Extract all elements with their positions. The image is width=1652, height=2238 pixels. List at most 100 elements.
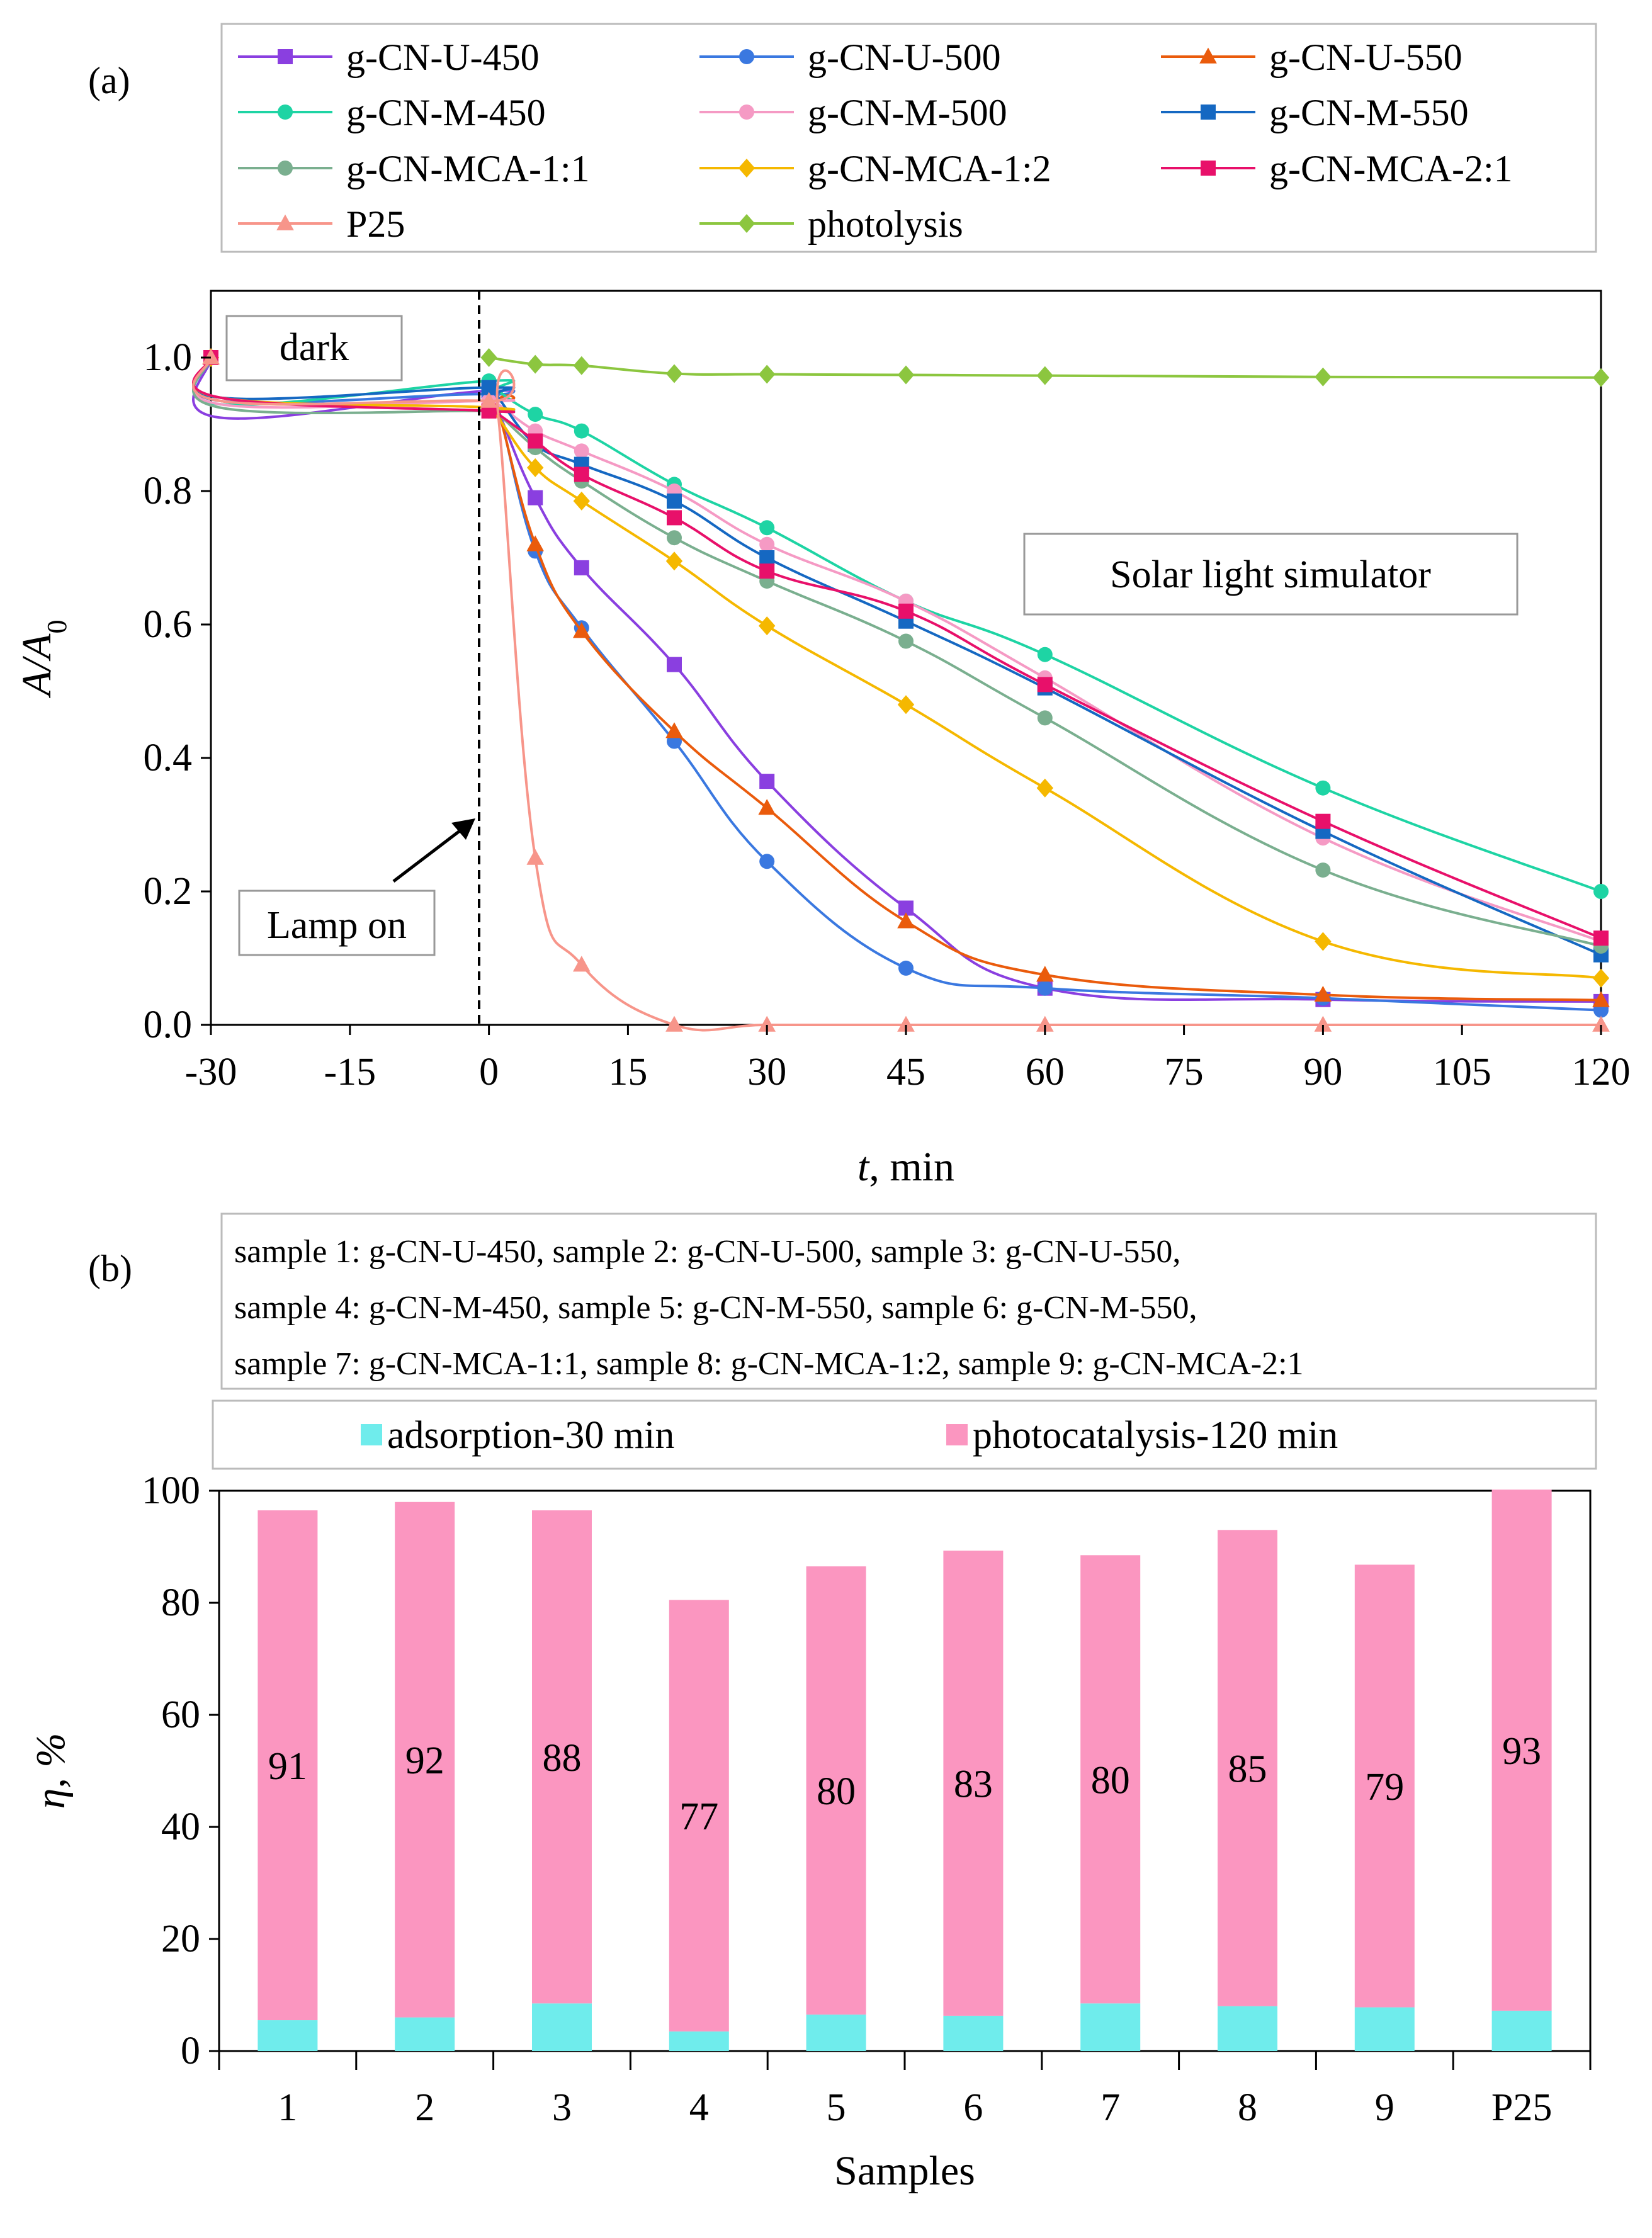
chart-a-xtick-label: 90 xyxy=(1303,1051,1342,1094)
chart-b-ytick-label: 20 xyxy=(161,1918,200,1960)
bar-photocatalysis xyxy=(806,1566,866,2015)
chart-b-xtick-label: P25 xyxy=(1491,2086,1552,2129)
chart-b-ytick-label: 60 xyxy=(161,1693,200,1736)
data-point xyxy=(759,365,776,384)
data-point xyxy=(574,423,589,439)
data-point xyxy=(1036,778,1053,798)
legend-marker xyxy=(276,214,294,230)
data-point xyxy=(759,774,775,789)
data-point xyxy=(1037,710,1053,726)
legend-item-g-CN-M-500: g-CN-M-500 xyxy=(699,92,1007,133)
bar-sample-7: 80 xyxy=(1080,1555,1141,2051)
bar-adsorption xyxy=(1491,2010,1552,2051)
data-point xyxy=(528,433,543,449)
bar-photocatalysis xyxy=(943,1551,1004,2016)
data-point xyxy=(528,407,543,422)
data-point xyxy=(574,560,589,575)
legend-label: photolysis xyxy=(808,203,963,245)
legend-marker xyxy=(739,105,754,120)
legend-marker xyxy=(738,214,755,233)
chart-b-xtick-label: 4 xyxy=(689,2086,709,2129)
chart-a-ylabel-sub: 0 xyxy=(42,620,72,634)
data-point xyxy=(1593,930,1609,946)
data-point xyxy=(758,1015,776,1032)
bar-adsorption xyxy=(532,2003,592,2051)
chart-a-ytick-label: 0.4 xyxy=(144,737,193,779)
bar-photocatalysis xyxy=(1354,1564,1415,2008)
legend-label: g-CN-U-450 xyxy=(346,37,540,78)
data-point xyxy=(1036,1015,1054,1032)
chart-a-axes: -30 -15 0 15 30 45 60 75 90 105 120 0.0 0.2 0.4 0.6 0.8… xyxy=(144,336,1631,1094)
solar-annotation-box xyxy=(1023,533,1519,616)
chart-b-xtick-label: 2 xyxy=(415,2086,434,2129)
lamp-annotation-box xyxy=(238,890,436,956)
legend-swatch xyxy=(946,1424,968,1445)
chart-b-bars: 91 92 88 77 80 83 80 85 79 93 xyxy=(257,1489,1552,2051)
bar-sample-5: 80 xyxy=(806,1566,866,2051)
legend-label: g-CN-M-500 xyxy=(808,92,1007,133)
data-point xyxy=(897,365,915,385)
bar-sample-2: 92 xyxy=(395,1501,455,2051)
legend-label: photocatalysis-120 min xyxy=(973,1414,1338,1457)
data-point xyxy=(1036,366,1053,385)
data-point xyxy=(1315,813,1331,829)
legend-item-g-CN-MCA-2:1: g-CN-MCA-2:1 xyxy=(1161,148,1513,189)
data-point xyxy=(1314,1015,1332,1032)
chart-a-ytick-label: 0.2 xyxy=(144,870,193,913)
data-point xyxy=(1037,647,1053,662)
data-point xyxy=(665,1015,683,1032)
bar-photocatalysis xyxy=(395,1501,455,2018)
data-point xyxy=(1037,980,1053,996)
chart-b-ytick-label: 0 xyxy=(181,2030,200,2072)
bar-sample-4: 77 xyxy=(669,1600,729,2051)
bar-value-label: 91 xyxy=(268,1745,307,1788)
legend-item-photolysis: photolysis xyxy=(699,203,963,245)
legend-label: g-CN-M-550 xyxy=(1269,92,1469,133)
bar-adsorption xyxy=(257,2020,318,2051)
chart-a-ytick-label: 0.6 xyxy=(144,603,193,646)
legend-item-g-CN-U-550: g-CN-U-550 xyxy=(1161,37,1462,78)
chart-b-ytick-label: 80 xyxy=(161,1581,200,1624)
bar-photocatalysis xyxy=(1080,1555,1141,2004)
legend-label: g-CN-MCA-2:1 xyxy=(1269,148,1513,189)
data-point xyxy=(1592,968,1610,988)
chart-a-xtick-label: 15 xyxy=(608,1051,647,1094)
chart-a-ylabel: A/A0 xyxy=(14,620,72,699)
data-point xyxy=(665,551,683,571)
chart-a-xtick-label: 105 xyxy=(1433,1051,1491,1094)
legend-item-g-CN-U-450: g-CN-U-450 xyxy=(238,37,540,78)
legend-marker xyxy=(1201,105,1216,120)
chart-a-xlabel-var: t xyxy=(857,1144,870,1190)
data-point xyxy=(528,490,543,506)
bar-value-label: 80 xyxy=(817,1770,856,1813)
data-point xyxy=(898,603,914,619)
legend-marker xyxy=(1199,47,1217,64)
chart-a-series-group xyxy=(192,348,1610,1032)
data-point xyxy=(665,722,683,738)
data-point xyxy=(1592,368,1610,387)
data-point xyxy=(667,530,682,546)
legend-item-g-CN-M-550: g-CN-M-550 xyxy=(1161,92,1469,133)
data-point xyxy=(897,1015,915,1032)
series-line xyxy=(192,357,1602,980)
data-point xyxy=(480,348,497,367)
data-point xyxy=(897,912,915,929)
panel-a-label: (a) xyxy=(88,60,130,101)
chart-b-legend: adsorption-30 min photocatalysis-120 min xyxy=(361,1414,1338,1457)
bar-adsorption xyxy=(395,2017,455,2051)
chart-b-ytick-label: 40 xyxy=(161,1806,200,1848)
data-point xyxy=(665,364,683,383)
series-line xyxy=(192,357,1602,893)
chart-a-ytick-label: 1.0 xyxy=(144,336,193,379)
data-point xyxy=(573,956,591,972)
series-line xyxy=(192,357,1602,943)
bar-sample-P25: 93 xyxy=(1491,1489,1552,2051)
data-point xyxy=(759,616,776,636)
bar-adsorption xyxy=(806,2015,866,2051)
chart-a-xtick-label: 60 xyxy=(1026,1051,1065,1094)
chart-b: sample 1: g-CN-U-450, sample 2: g-CN-U-5… xyxy=(28,1212,1597,2194)
chart-b-ytick-label: 100 xyxy=(142,1469,200,1512)
legend-marker xyxy=(738,159,755,178)
legend-marker xyxy=(278,105,293,120)
